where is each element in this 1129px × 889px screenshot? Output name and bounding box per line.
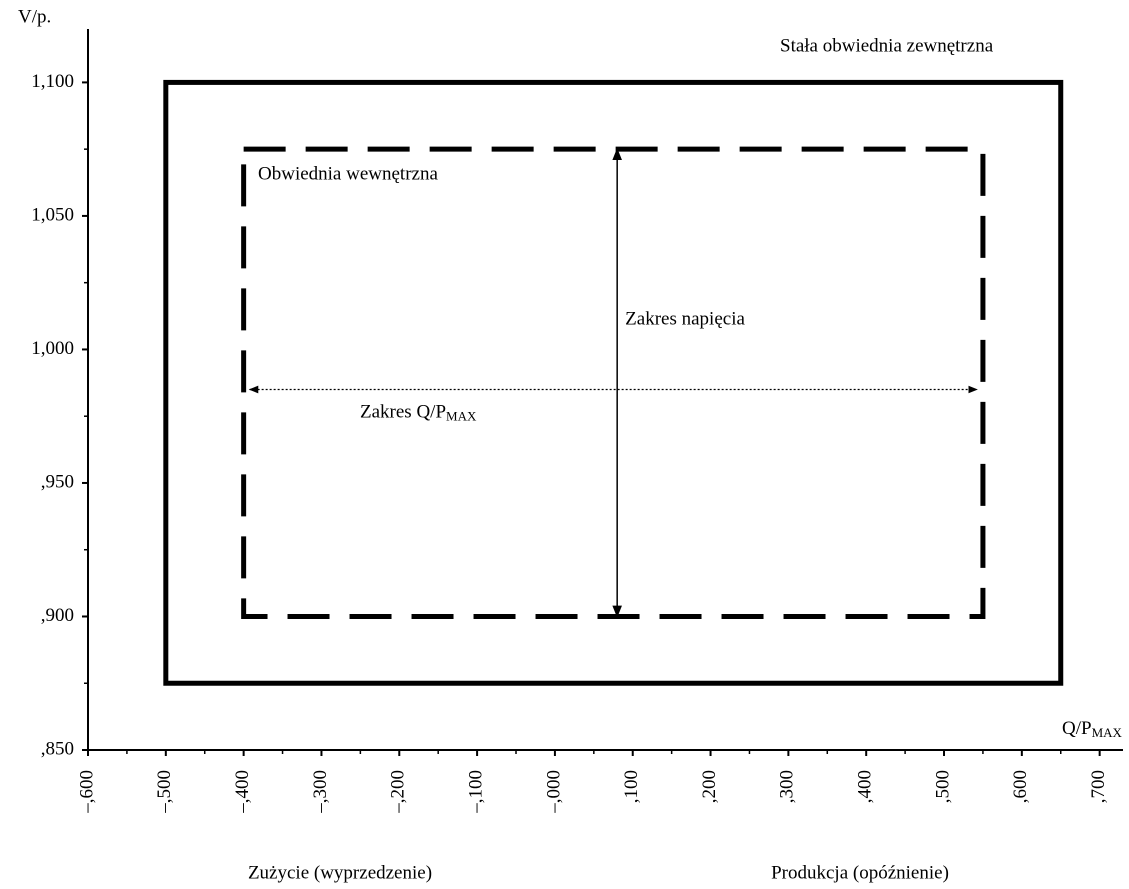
q-range-label-text: Zakres Q/P	[360, 402, 446, 423]
x-tick-label: ,200	[699, 770, 720, 803]
x-tick-label: –,000	[543, 770, 564, 814]
envelope-label: Stała obwiednia zewnętrzna	[780, 35, 994, 56]
envelope-label: Obwiednia wewnętrzna	[258, 163, 438, 184]
y-tick-label: ,950	[41, 471, 74, 492]
envelope	[241, 146, 986, 619]
x-tick-label: –,500	[154, 770, 175, 814]
x-tick-label: ,300	[777, 770, 798, 803]
x-axis-label: Q/PMAX	[1062, 718, 1123, 740]
y-axis-label: V/p.	[18, 6, 51, 27]
y-tick-label: ,900	[41, 605, 74, 626]
x-axis-label-sub: MAX	[1092, 725, 1123, 740]
y-tick-label: ,850	[41, 738, 74, 759]
x-axis-label-text: Q/P	[1062, 718, 1092, 739]
x-tick-label: ,500	[932, 770, 953, 803]
x-tick-label: –,300	[310, 770, 331, 814]
x-tick-label: –,400	[232, 770, 253, 814]
x-tick-label: ,100	[621, 770, 642, 803]
y-tick-label: 1,000	[31, 338, 74, 359]
x-tick-label: –,100	[465, 770, 486, 814]
x-tick-label: –,200	[388, 770, 409, 814]
voltage-range-label: Zakres napięcia	[625, 308, 745, 329]
envelope	[163, 79, 1064, 686]
x-tick-label: –,600	[76, 770, 97, 814]
side-label: Produkcja (opóźnienie)	[771, 862, 949, 883]
y-tick-label: 1,100	[31, 71, 74, 92]
x-tick-label: ,700	[1088, 770, 1109, 803]
x-tick-label: ,400	[855, 770, 876, 803]
q-range-label: Zakres Q/PMAX	[360, 402, 477, 424]
y-tick-label: 1,050	[31, 204, 74, 225]
q-range-label-sub: MAX	[446, 408, 477, 423]
side-label: Zużycie (wyprzedzenie)	[248, 862, 432, 883]
x-tick-label: ,600	[1010, 770, 1031, 803]
